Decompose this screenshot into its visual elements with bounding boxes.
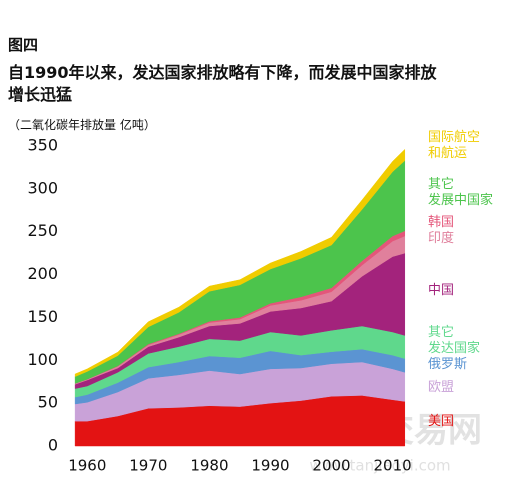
x-tick-label: 1960 <box>68 457 106 475</box>
x-tick-label: 1970 <box>129 457 167 475</box>
y-axis-label: （二氧化碳年排放量 亿吨） <box>8 118 156 132</box>
y-tick-label: 0 <box>48 436 58 455</box>
watermark-url: www.tanjiaoyi.com <box>309 457 450 475</box>
y-tick-label: 50 <box>38 393 58 412</box>
chart-title: 自1990年以来，发达国家排放略有下降，而发展中国家排放 增长迅猛 <box>8 63 437 104</box>
legend-label: 国际航空 和航运 <box>428 130 481 161</box>
legend-label: 欧盟 <box>428 380 455 395</box>
y-tick-label: 100 <box>27 350 58 369</box>
legend-label: 其它 发达国家 <box>428 325 481 356</box>
legend-label: 韩国 <box>428 215 455 230</box>
y-tick-label: 150 <box>27 307 58 326</box>
x-tick-label: 1980 <box>190 457 228 475</box>
legend-label: 俄罗斯 <box>428 357 468 372</box>
legend-label: 美国 <box>428 414 455 429</box>
figure-label: 图四 <box>8 36 39 54</box>
y-tick-label: 200 <box>27 264 58 283</box>
x-tick-label: 2010 <box>373 457 411 475</box>
legend-label: 印度 <box>428 231 455 246</box>
y-tick-label: 300 <box>27 178 58 197</box>
legend-label: 中国 <box>428 283 455 298</box>
y-tick-label: 350 <box>27 136 58 155</box>
x-tick-label: 2000 <box>312 457 350 475</box>
area <box>74 148 406 377</box>
legend-label: 其它 发展中国家 <box>428 177 494 208</box>
y-tick-label: 250 <box>27 221 58 240</box>
x-tick-label: 1990 <box>251 457 289 475</box>
